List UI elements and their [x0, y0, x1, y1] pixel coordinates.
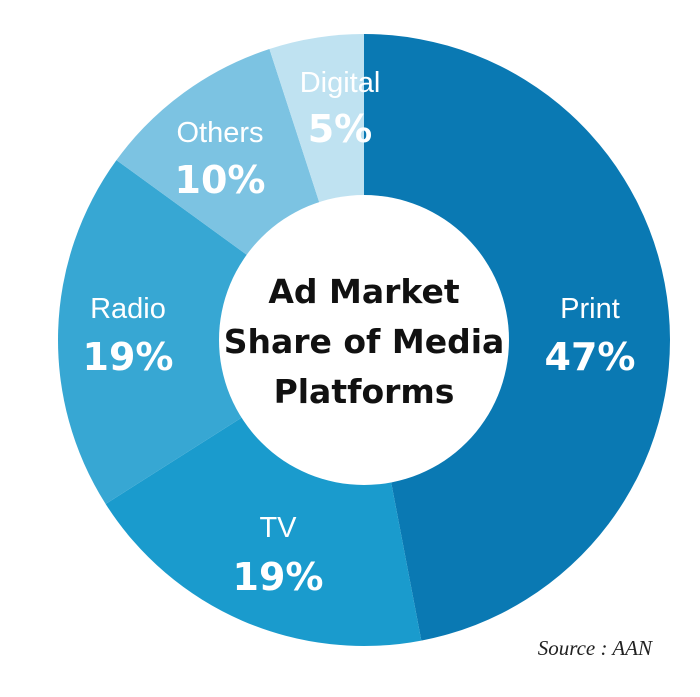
chart-title-line-2: Share of Media — [224, 322, 505, 361]
slice-label-others: Others — [176, 117, 263, 149]
source-note: Source : AAN — [538, 636, 653, 660]
slice-value-tv: 19% — [233, 555, 324, 599]
slice-labels: Print 47% TV 19% Radio 19% Others 10% Digital 5% — [83, 67, 636, 599]
slice-label-tv: TV — [259, 512, 297, 544]
chart-title-line-1: Ad Market — [268, 272, 459, 311]
chart-title-line-3: Platforms — [274, 372, 455, 411]
donut-hole — [219, 195, 509, 485]
slice-value-print: 47% — [545, 335, 636, 379]
slice-label-radio: Radio — [90, 293, 166, 325]
slice-label-print: Print — [560, 293, 620, 325]
slice-print — [364, 34, 670, 641]
slice-label-digital: Digital — [300, 67, 381, 99]
slice-radio — [58, 160, 365, 504]
slice-value-others: 10% — [175, 158, 266, 202]
slice-value-radio: 19% — [83, 335, 174, 379]
slice-value-digital: 5% — [308, 107, 373, 151]
